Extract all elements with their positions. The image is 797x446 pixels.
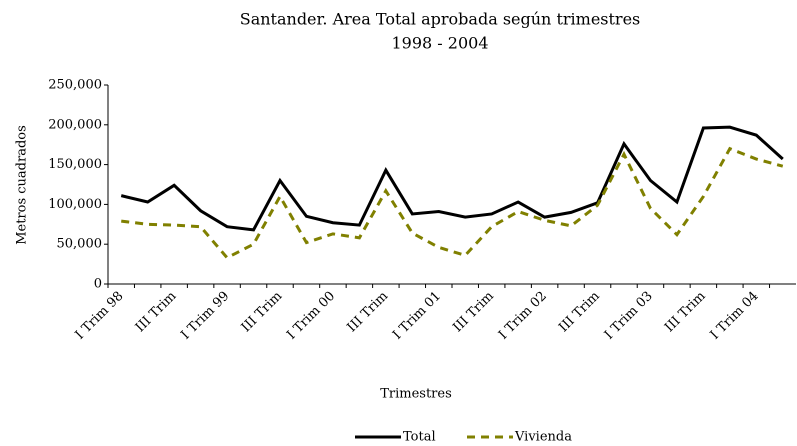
chart-title: Santander. Area Total aprobada según tri… bbox=[240, 10, 641, 29]
legend-label: Vivienda bbox=[514, 430, 572, 445]
x-tick-label: III Trim bbox=[239, 289, 286, 336]
y-tick-label: 0 bbox=[94, 277, 102, 292]
y-tick-label: 200,000 bbox=[48, 117, 102, 132]
x-tick-label: I Trim 01 bbox=[390, 289, 444, 343]
y-tick-label: 50,000 bbox=[57, 237, 103, 252]
x-tick-label: III Trim bbox=[450, 289, 497, 336]
x-tick-label: I Trim 04 bbox=[708, 289, 762, 343]
y-axis-label: Metros cuadrados bbox=[15, 125, 30, 245]
x-tick-label: III Trim bbox=[345, 289, 392, 336]
chart-subtitle: 1998 - 2004 bbox=[391, 34, 488, 53]
y-tick-label: 250,000 bbox=[48, 78, 102, 93]
y-tick-label: 100,000 bbox=[48, 197, 102, 212]
x-tick-label: I Trim 03 bbox=[602, 289, 656, 343]
x-tick-label: I Trim 98 bbox=[73, 289, 127, 343]
legend-label: Total bbox=[403, 430, 436, 445]
x-tick-label: III Trim bbox=[556, 289, 603, 336]
x-tick-label: I Trim 99 bbox=[178, 289, 232, 343]
series-line bbox=[121, 146, 784, 260]
x-tick-label: I Trim 02 bbox=[496, 289, 550, 343]
y-tick-label: 150,000 bbox=[48, 157, 102, 172]
x-tick-label: III Trim bbox=[662, 289, 709, 336]
series-line bbox=[120, 125, 784, 232]
x-axis-label: Trimestres bbox=[380, 387, 452, 402]
x-tick-label: III Trim bbox=[133, 289, 180, 336]
x-tick-label: I Trim 00 bbox=[284, 289, 338, 343]
